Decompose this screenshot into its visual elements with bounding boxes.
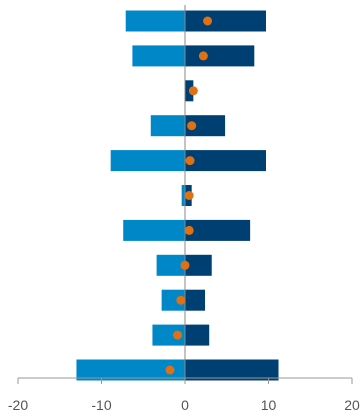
negative-bar [123, 219, 185, 241]
net-marker [203, 16, 213, 26]
negative-bars [76, 10, 185, 381]
net-marker [184, 191, 194, 200]
positive-bar [185, 115, 226, 137]
net-marker [180, 260, 190, 270]
net-marker [184, 225, 194, 235]
positive-bar [185, 289, 206, 311]
positive-bar [185, 219, 251, 241]
negative-bar [110, 150, 185, 172]
net-marker [188, 86, 198, 96]
negative-bar [76, 359, 185, 381]
negative-bar [181, 185, 185, 206]
x-tick-label: 0 [181, 397, 189, 413]
positive-bar [185, 150, 266, 172]
x-tick-label: -20 [8, 397, 28, 413]
net-marker [176, 295, 186, 305]
net-marker [185, 156, 195, 166]
net-marker [172, 330, 182, 340]
positive-bar [185, 324, 210, 346]
x-tick-label: -10 [91, 397, 111, 413]
negative-bar [150, 115, 185, 137]
x-tick-label: 10 [261, 397, 277, 413]
negative-bar [132, 45, 185, 67]
negative-bar [152, 324, 185, 346]
net-marker [198, 51, 208, 61]
negative-bar [125, 10, 185, 32]
positive-bar [185, 45, 255, 67]
positive-bars [185, 10, 279, 381]
net-marker [165, 365, 175, 375]
positive-bar [185, 359, 279, 381]
positive-bar [185, 254, 212, 276]
net-markers [165, 16, 213, 375]
net-marker [187, 121, 197, 131]
x-tick-label: 20 [344, 397, 360, 413]
positive-bar [185, 10, 266, 32]
negative-bar [161, 289, 185, 311]
negative-bar [156, 254, 185, 276]
x-axis-ticks: -20 -10 0 10 20 [8, 378, 360, 413]
